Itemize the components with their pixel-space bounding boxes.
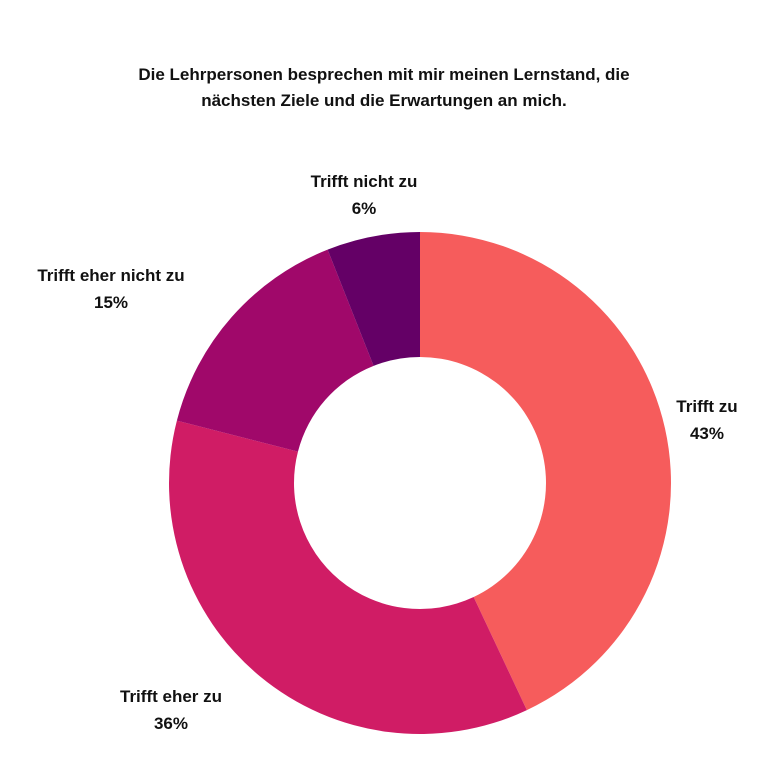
slice-label-trifft-zu: Trifft zu 43% (676, 393, 737, 447)
donut-slices (169, 232, 671, 734)
chart-title-line-1: Die Lehrpersonen besprechen mit mir mein… (138, 65, 630, 84)
slice-category-trifft-eher-nicht-zu: Trifft eher nicht zu (37, 266, 185, 285)
slice-label-trifft-eher-nicht-zu: Trifft eher nicht zu 15% (37, 262, 184, 316)
slice-value-trifft-eher-nicht-zu: 15% (93, 293, 129, 312)
slice-label-trifft-eher-zu: Trifft eher zu 36% (120, 683, 222, 737)
slice-trifft-eher-nicht-zu (176, 249, 374, 452)
slice-trifft-zu (420, 232, 671, 711)
slice-trifft-nicht-zu (327, 232, 420, 366)
slice-value-trifft-nicht-zu: 6% (351, 199, 377, 218)
slice-category-trifft-zu: Trifft zu (676, 397, 738, 416)
slice-value-trifft-eher-zu: 36% (153, 714, 189, 733)
chart-title: Die Lehrpersonen besprechen mit mir mein… (40, 62, 728, 114)
chart-title-line-2: nächsten Ziele und die Erwartungen an mi… (201, 91, 567, 110)
slice-value-trifft-zu: 43% (689, 424, 725, 443)
slice-trifft-eher-zu (169, 420, 527, 734)
slice-category-trifft-nicht-zu: Trifft nicht zu (310, 172, 418, 191)
slice-label-trifft-nicht-zu: Trifft nicht zu 6% (311, 168, 418, 222)
slice-category-trifft-eher-zu: Trifft eher zu (119, 687, 223, 706)
